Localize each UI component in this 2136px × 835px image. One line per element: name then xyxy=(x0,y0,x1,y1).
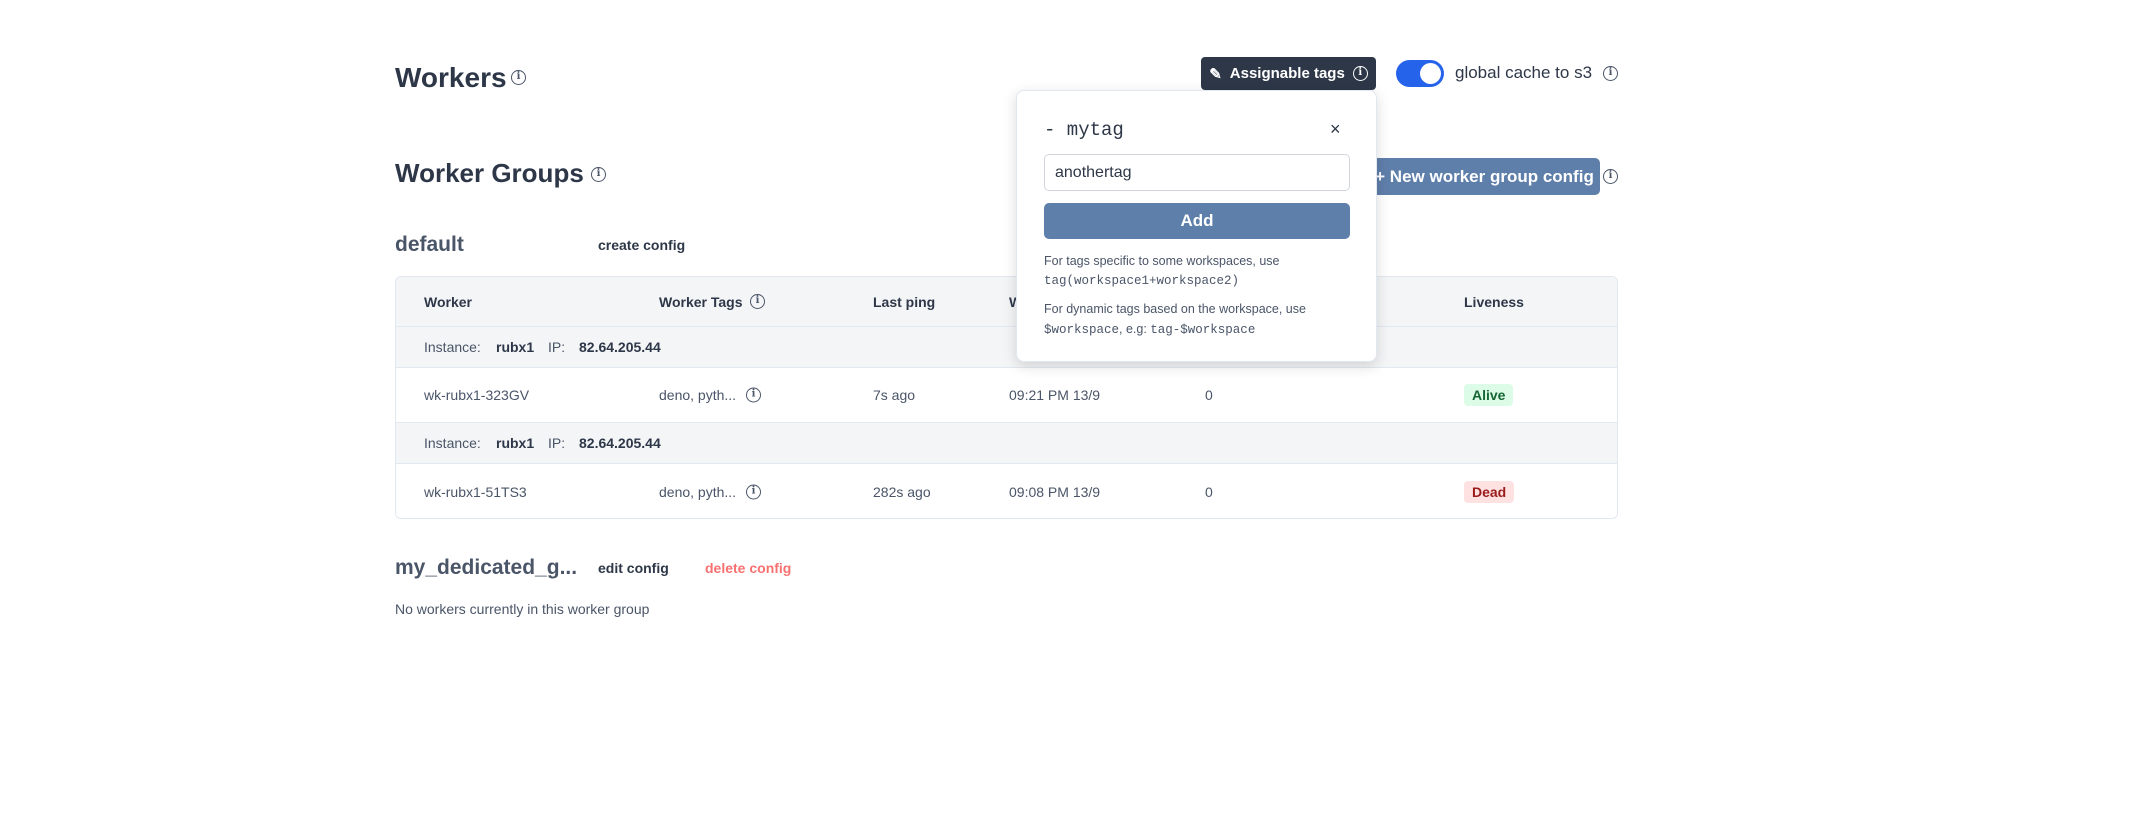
help-text: For tags specific to some workspaces, us… xyxy=(1044,254,1280,268)
instance-name: rubx1 xyxy=(496,339,535,355)
tag-item: - mytag xyxy=(1044,119,1124,141)
col-liveness: Liveness xyxy=(1464,293,1524,310)
worker-tags: deno, pyth... xyxy=(659,387,737,403)
info-icon[interactable]: i xyxy=(511,70,526,85)
tag-input[interactable] xyxy=(1044,154,1350,191)
page-title: Workers xyxy=(395,62,507,93)
help-code: $workspace xyxy=(1044,323,1120,337)
help-text-1: For tags specific to some workspaces, us… xyxy=(1044,251,1364,291)
col-worker-tags: Worker Tags xyxy=(659,293,743,310)
table-header: Worker Worker Tags i Last ping W Livenes… xyxy=(396,277,1617,327)
help-text: For dynamic tags based on the workspace,… xyxy=(1044,302,1306,316)
jobs: 0 xyxy=(1205,387,1213,403)
info-icon[interactable]: i xyxy=(1352,66,1368,81)
assignable-tags-label: Assignable tags xyxy=(1229,65,1345,82)
worker-name: wk-rubx1-51TS3 xyxy=(424,483,527,500)
table-row: wk-rubx1-323GV deno, pyth... i 7s ago 09… xyxy=(396,368,1617,423)
jobs: 0 xyxy=(1205,483,1213,500)
ip-label: IP: xyxy=(548,339,566,355)
add-button[interactable]: Add xyxy=(1044,203,1350,239)
instance-label: Instance: xyxy=(424,339,481,355)
ip-label: IP: xyxy=(548,435,566,451)
new-worker-group-config-button[interactable]: + New worker group config xyxy=(1369,158,1600,195)
help-text-2: For dynamic tags based on the workspace,… xyxy=(1044,299,1364,340)
help-text: , e.g: xyxy=(1119,322,1151,336)
worker-tags: deno, pyth... xyxy=(659,483,737,500)
empty-group-message: No workers currently in this worker grou… xyxy=(395,601,650,617)
started: 09:08 PM 13/9 xyxy=(1009,483,1101,500)
group-name-default: default xyxy=(395,233,464,256)
worker-groups-title: Worker Groups xyxy=(395,158,584,188)
status-badge: Dead xyxy=(1464,480,1515,503)
assignable-tags-button[interactable]: ✎ Assignable tags i xyxy=(1201,57,1376,90)
close-icon[interactable]: × xyxy=(1330,119,1341,139)
info-icon[interactable]: i xyxy=(1603,169,1618,184)
info-icon[interactable]: i xyxy=(750,294,765,309)
global-cache-label: global cache to s3 xyxy=(1455,63,1593,82)
col-last-ping: Last ping xyxy=(873,293,936,310)
group-name-dedicated: my_dedicated_g... xyxy=(395,556,578,579)
col-worker: Worker xyxy=(424,293,472,310)
workers-table: Worker Worker Tags i Last ping W Livenes… xyxy=(395,276,1618,519)
status-badge: Alive xyxy=(1464,384,1514,406)
worker-name: wk-rubx1-323GV xyxy=(424,387,530,403)
ip-value: 82.64.205.44 xyxy=(579,339,661,355)
instance-label: Instance: xyxy=(424,435,481,451)
instance-name: rubx1 xyxy=(496,435,535,451)
create-config-link[interactable]: create config xyxy=(598,237,686,253)
help-code: tag-$workspace xyxy=(1150,323,1256,337)
instance-row: Instance: rubx1 IP: 82.64.205.44 xyxy=(396,423,1617,464)
ip-value: 82.64.205.44 xyxy=(579,435,661,451)
global-cache-toggle[interactable] xyxy=(1396,60,1444,87)
info-icon[interactable]: i xyxy=(746,484,761,499)
toggle-knob xyxy=(1420,63,1441,84)
edit-config-link[interactable]: edit config xyxy=(598,560,669,576)
assignable-tags-popover: - mytag × Add For tags specific to some … xyxy=(1016,90,1377,362)
pencil-icon: ✎ xyxy=(1209,65,1222,83)
info-icon[interactable]: i xyxy=(1603,66,1618,81)
delete-config-link[interactable]: delete config xyxy=(705,560,792,576)
info-icon[interactable]: i xyxy=(746,387,761,403)
last-ping: 7s ago xyxy=(873,387,916,403)
table-row: wk-rubx1-51TS3 deno, pyth... i 282s ago … xyxy=(396,464,1617,518)
last-ping: 282s ago xyxy=(873,483,931,500)
help-code: tag(workspace1+workspace2) xyxy=(1044,274,1240,288)
info-icon[interactable]: i xyxy=(591,167,606,182)
started: 09:21 PM 13/9 xyxy=(1009,387,1101,403)
instance-row: Instance: rubx1 IP: 82.64.205.44 xyxy=(396,327,1617,368)
